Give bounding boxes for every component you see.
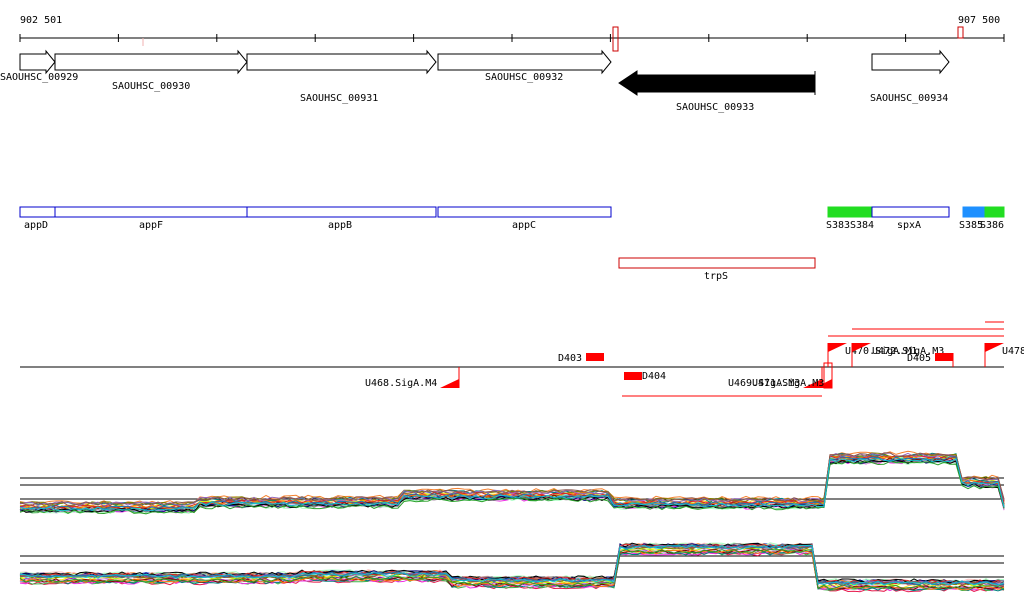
trps-track: trpS [618,257,816,282]
expression-track-1 [19,450,1005,515]
feature-U468[interactable]: U468.SigA.M4 [365,367,460,389]
operon-label: appD [24,220,48,231]
feature-U472[interactable]: U472.SigA.M3 [851,343,944,367]
ruler-end-label: 907 500 [958,15,1000,26]
operon-track: appD appF appB appC S383 S384 spxA S385 … [19,206,1005,231]
operon-label: appF [139,220,163,231]
operon-box-S385[interactable] [962,206,986,218]
gene-arrow-00934[interactable]: SAOUHSC_00934 [870,49,950,104]
operon-box-S383[interactable] [827,206,851,218]
feature-U478[interactable]: U478 [984,343,1024,367]
operon-box-spxA[interactable] [871,206,950,218]
feature-label: U469.SigA.M3 [728,378,800,389]
feature-label: U470.SigA.M1 [845,346,917,357]
feature-label: U472.SigA.M3 [872,346,944,357]
expression-profile-line [19,456,1005,511]
feature-D403[interactable]: D403 [558,353,604,364]
gene-label: SAOUHSC_00932 [485,72,563,83]
expression-profile-line [19,548,1005,590]
feature-label: U468.SigA.M4 [365,378,437,389]
ruler-ticks [19,34,1005,42]
feature-D404[interactable]: D404 [624,371,666,382]
gene-label: SAOUHSC_00934 [870,93,948,104]
operon-box-appF[interactable] [54,206,248,218]
expression-profile-line [19,452,1005,507]
expression-profile-line [19,452,1005,507]
operon-box-appC[interactable] [437,206,612,218]
expression-profile-line [19,457,1005,512]
expression-profile-line [19,457,1005,512]
operon-label: spxA [897,220,921,231]
trps-box[interactable] [618,257,816,269]
expression-profile-line [19,544,1005,587]
gene-arrow-00933[interactable]: SAOUHSC_00933 [618,70,816,113]
gene-arrow-00931[interactable]: SAOUHSC_00931 [246,49,437,104]
expression-profile-line [19,457,1005,512]
operon-label: appB [328,220,352,231]
operon-label: S386 [980,220,1004,231]
expression-profile-line [19,544,1005,586]
ruler-start-label: 902 501 [20,15,62,26]
operon-label: S385 [959,220,983,231]
feature-label: D404 [642,371,666,382]
feature-label: U471.SigA.M3 [752,378,824,389]
trps-label: trpS [704,271,728,282]
expression-profile-line [19,460,1005,515]
ruler: 902 501 907 500 [19,15,1005,52]
gene-label: SAOUHSC_00933 [676,102,754,113]
expression-profile-line [19,457,1005,512]
operon-box-appB[interactable] [246,206,437,218]
operon-label: appC [512,220,536,231]
ruler-highlight-marker[interactable] [612,26,619,52]
operon-box-S386[interactable] [984,206,1005,218]
expression-track-2 [19,542,1005,593]
feature-label: D403 [558,353,582,364]
feature-label: U478 [1002,346,1024,357]
operon-label: S383 [826,220,850,231]
gene-track: SAOUHSC_00929 SAOUHSC_00930 SAOUHSC_0093… [0,49,950,113]
feature-D405[interactable]: D405 [907,353,954,367]
gene-label: SAOUHSC_00930 [112,81,190,92]
gene-label: SAOUHSC_00931 [300,93,378,104]
feature-label: D405 [907,353,931,364]
gene-arrow-00930[interactable]: SAOUHSC_00930 [54,49,248,92]
gene-arrow-00929[interactable]: SAOUHSC_00929 [0,49,78,83]
ruler-end-marker[interactable] [957,26,964,39]
feature-U471[interactable]: U471.SigA.M3 [752,362,833,389]
operon-box-S384[interactable] [849,206,873,218]
gene-arrow-00932[interactable]: SAOUHSC_00932 [437,49,612,83]
expression-profile-line [19,457,1005,511]
feature-track: D403 D404 U468.SigA.M4 U469.SigA.M3 U470… [20,321,1024,397]
operon-label: S384 [850,220,874,231]
expression-profile-line [19,544,1005,586]
gene-label: SAOUHSC_00929 [0,72,78,83]
operon-box-appD[interactable] [19,206,56,218]
